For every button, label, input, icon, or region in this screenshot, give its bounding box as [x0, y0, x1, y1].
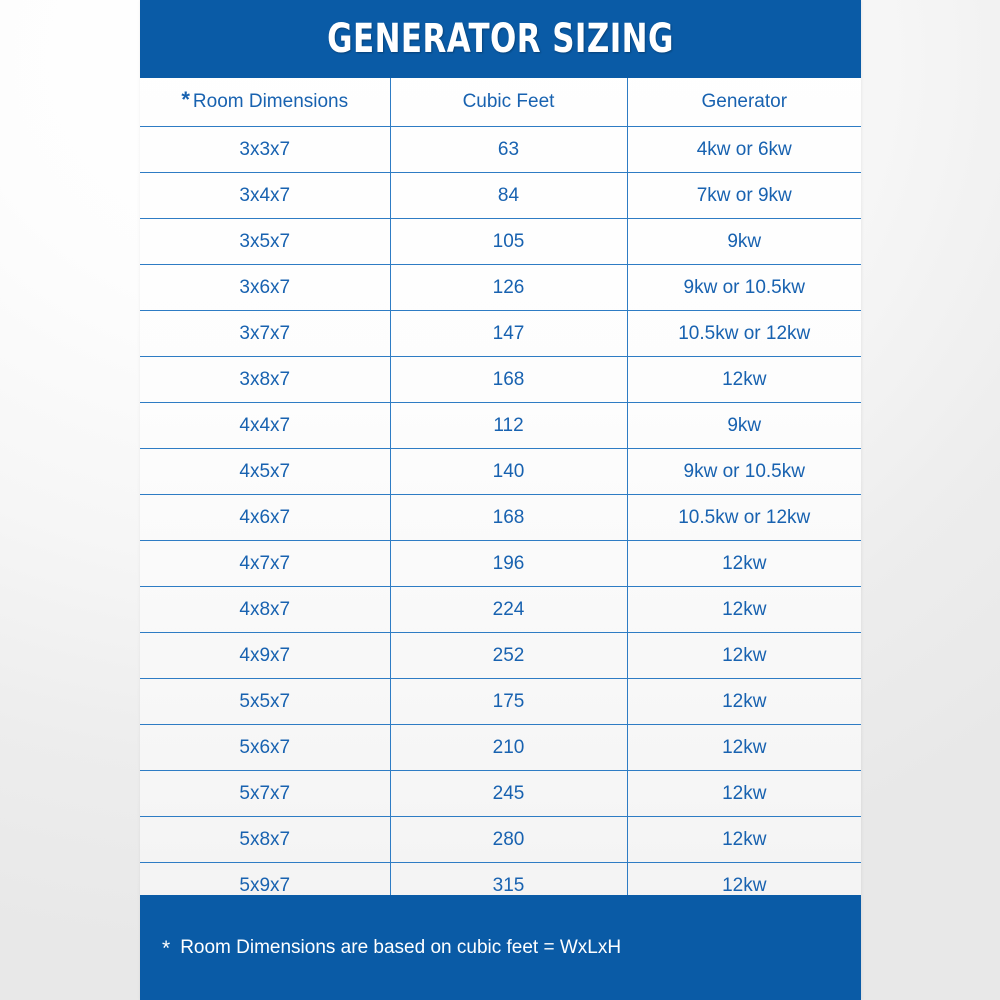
cell-room-dimensions: 5x5x7 [140, 678, 391, 725]
table-row: 5x6x7 210 12kw [140, 724, 861, 771]
page-title: GENERATOR SIZING [327, 16, 674, 62]
cell-cubic-feet: 224 [389, 586, 628, 633]
cell-cubic-feet: 147 [389, 310, 628, 357]
cell-cubic-feet: 105 [389, 218, 628, 265]
cell-room-dimensions: 4x4x7 [140, 402, 391, 449]
content-panel: GENERATOR SIZING * Room Dimensions Cubic … [140, 0, 861, 1000]
table-row: 3x8x7 168 12kw [140, 356, 861, 403]
table-body: 3x3x7 63 4kw or 6kw 3x4x7 84 7kw or 9kw 3x5x7 1… [140, 126, 861, 909]
cell-room-dimensions: 4x7x7 [140, 540, 391, 587]
table-row: 5x8x7 280 12kw [140, 816, 861, 863]
cell-generator: 10.5kw or 12kw [626, 494, 861, 541]
table-row: 4x9x7 252 12kw [140, 632, 861, 679]
cell-cubic-feet: 252 [389, 632, 628, 679]
cell-cubic-feet: 210 [389, 724, 628, 771]
cell-cubic-feet: 140 [389, 448, 628, 495]
generator-sizing-table: * Room Dimensions Cubic Feet Generator 3x… [140, 78, 861, 909]
cell-generator: 9kw [626, 218, 861, 265]
cell-room-dimensions: 3x7x7 [140, 310, 391, 357]
column-header-room-dimensions-label: Room Dimensions [192, 91, 349, 112]
cell-cubic-feet: 168 [389, 494, 628, 541]
cell-room-dimensions: 3x4x7 [140, 172, 391, 219]
cell-room-dimensions: 3x6x7 [140, 264, 391, 311]
cell-room-dimensions: 4x8x7 [140, 586, 391, 633]
title-band: GENERATOR SIZING [140, 0, 861, 78]
cell-cubic-feet: 112 [389, 402, 628, 449]
table-row: 3x7x7 147 10.5kw or 12kw [140, 310, 861, 357]
cell-room-dimensions: 3x5x7 [140, 218, 391, 265]
cell-cubic-feet: 126 [389, 264, 628, 311]
cell-generator: 12kw [626, 356, 861, 403]
cell-generator: 4kw or 6kw [626, 126, 861, 173]
cell-generator: 12kw [626, 816, 861, 863]
table-row: 4x5x7 140 9kw or 10.5kw [140, 448, 861, 495]
cell-cubic-feet: 175 [389, 678, 628, 725]
table-row: 4x7x7 196 12kw [140, 540, 861, 587]
table-row: 4x6x7 168 10.5kw or 12kw [140, 494, 861, 541]
cell-cubic-feet: 196 [389, 540, 628, 587]
table-row: 5x7x7 245 12kw [140, 770, 861, 817]
cell-generator: 12kw [626, 724, 861, 771]
cell-cubic-feet: 63 [389, 126, 628, 173]
table-row: 3x5x7 105 9kw [140, 218, 861, 265]
cell-room-dimensions: 4x9x7 [140, 632, 391, 679]
column-header-room-dimensions: * Room Dimensions [140, 78, 391, 127]
table-row: 3x3x7 63 4kw or 6kw [140, 126, 861, 173]
cell-room-dimensions: 3x3x7 [140, 126, 391, 173]
cell-room-dimensions: 4x5x7 [140, 448, 391, 495]
cell-generator: 12kw [626, 540, 861, 587]
cell-room-dimensions: 3x8x7 [140, 356, 391, 403]
cell-generator: 10.5kw or 12kw [626, 310, 861, 357]
footer-note: * Room Dimensions are based on cubic feet… [162, 936, 622, 960]
column-header-cubic-feet: Cubic Feet [389, 78, 628, 127]
cell-room-dimensions: 5x6x7 [140, 724, 391, 771]
cell-generator: 12kw [626, 678, 861, 725]
cell-cubic-feet: 168 [389, 356, 628, 403]
table-row: 5x5x7 175 12kw [140, 678, 861, 725]
asterisk-icon: * [181, 87, 190, 112]
cell-generator: 12kw [626, 632, 861, 679]
table-row: 4x8x7 224 12kw [140, 586, 861, 633]
table-row: 4x4x7 112 9kw [140, 402, 861, 449]
cell-generator: 9kw [626, 402, 861, 449]
sizing-table-wrapper: * Room Dimensions Cubic Feet Generator 3x… [140, 78, 861, 909]
cell-room-dimensions: 4x6x7 [140, 494, 391, 541]
cell-generator: 7kw or 9kw [626, 172, 861, 219]
cell-room-dimensions: 5x8x7 [140, 816, 391, 863]
footer-band: * Room Dimensions are based on cubic feet… [140, 895, 861, 1000]
column-header-generator: Generator [626, 78, 861, 127]
cell-room-dimensions: 5x7x7 [140, 770, 391, 817]
cell-cubic-feet: 245 [389, 770, 628, 817]
cell-cubic-feet: 280 [389, 816, 628, 863]
footer-note-label: Room Dimensions are based on cubic feet … [180, 936, 622, 958]
cell-generator: 12kw [626, 770, 861, 817]
cell-generator: 9kw or 10.5kw [626, 264, 861, 311]
table-row: 3x6x7 126 9kw or 10.5kw [140, 264, 861, 311]
cell-generator: 12kw [626, 586, 861, 633]
table-header-row: * Room Dimensions Cubic Feet Generator [140, 78, 861, 127]
cell-cubic-feet: 84 [389, 172, 628, 219]
table-row: 3x4x7 84 7kw or 9kw [140, 172, 861, 219]
cell-generator: 9kw or 10.5kw [626, 448, 861, 495]
